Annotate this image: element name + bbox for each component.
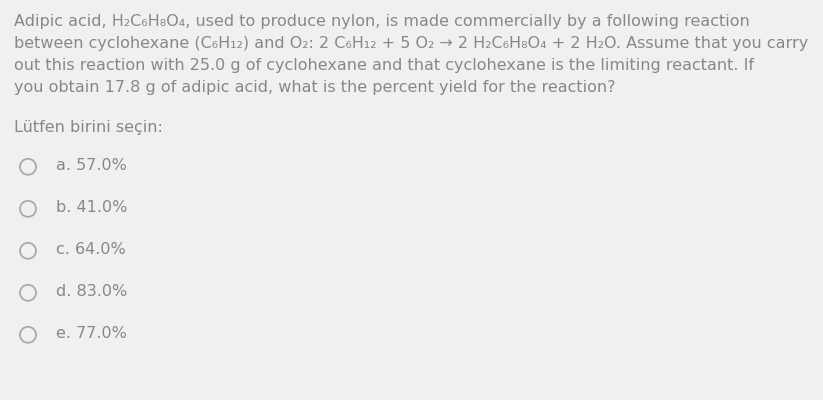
Text: Lütfen birini seçin:: Lütfen birini seçin:: [14, 120, 163, 135]
Text: between cyclohexane (C₆H₁₂) and O₂: 2 C₆H₁₂ + 5 O₂ → 2 H₂C₆H₈O₄ + 2 H₂O. Assume : between cyclohexane (C₆H₁₂) and O₂: 2 C₆…: [14, 36, 808, 51]
Text: e. 77.0%: e. 77.0%: [56, 326, 127, 341]
Text: b. 41.0%: b. 41.0%: [56, 200, 128, 215]
Text: out this reaction with 25.0 g of cyclohexane and that cyclohexane is the limitin: out this reaction with 25.0 g of cyclohe…: [14, 58, 754, 73]
Text: Adipic acid, H₂C₆H₈O₄, used to produce nylon, is made commercially by a followin: Adipic acid, H₂C₆H₈O₄, used to produce n…: [14, 14, 750, 29]
Text: a. 57.0%: a. 57.0%: [56, 158, 127, 173]
Text: d. 83.0%: d. 83.0%: [56, 284, 128, 299]
Text: you obtain 17.8 g of adipic acid, what is the percent yield for the reaction?: you obtain 17.8 g of adipic acid, what i…: [14, 80, 616, 95]
Text: c. 64.0%: c. 64.0%: [56, 242, 126, 257]
